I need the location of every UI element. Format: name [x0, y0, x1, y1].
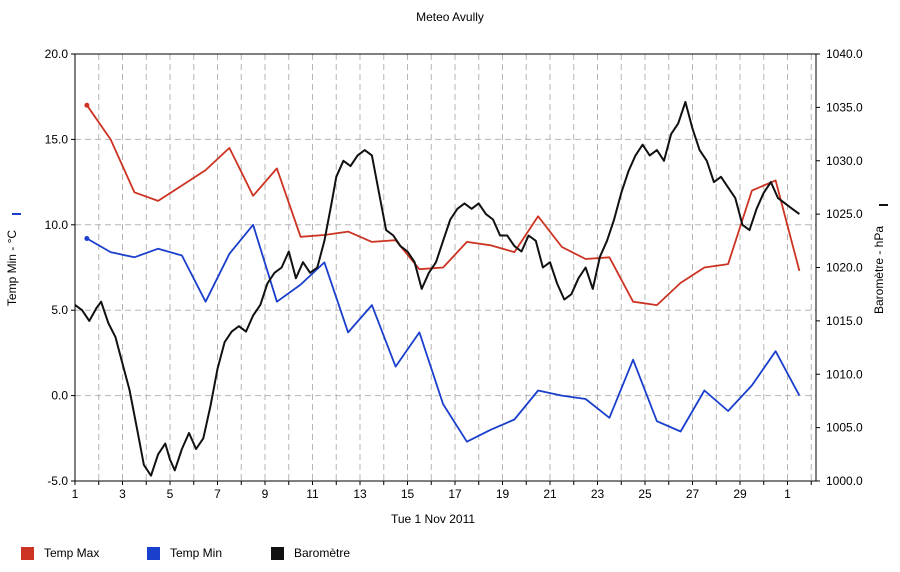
y-left-tick-label: 0.0	[51, 389, 68, 403]
y-right-axis-title: Baromètre - hPa	[872, 226, 886, 314]
x-axis-title: Tue 1 Nov 2011	[391, 512, 475, 526]
x-tick-label: 13	[353, 487, 367, 501]
y-right-tick-label: 1040.0	[826, 47, 863, 61]
y-left-tick-label: 5.0	[51, 303, 68, 317]
y-right-tick-label: 1025.0	[826, 207, 863, 221]
axes: -5.0 0.0 5.0 10.0 15.0 20.0 1000.0 1005.0 1010.0…	[45, 47, 863, 501]
x-tick-label: 5	[167, 487, 174, 501]
y-left-axis-title: Temp Min - °C	[5, 230, 19, 306]
y-right-tick-label: 1030.0	[826, 154, 863, 168]
x-tick-label: 3	[119, 487, 126, 501]
y-right-tick-label: 1020.0	[826, 261, 863, 275]
x-tick-label: 11	[306, 487, 319, 501]
y-right-tick-label: 1000.0	[826, 474, 863, 488]
x-tick-label: 19	[496, 487, 510, 501]
series-start-point-temp-max	[84, 102, 90, 108]
y-right-tick-label: 1015.0	[826, 314, 863, 328]
y-left-tick-label: 15.0	[45, 132, 69, 146]
x-tick-label: 7	[214, 487, 221, 501]
legend-label-temp-max: Temp Max	[44, 546, 100, 560]
legend-item-temp-min: Temp Min	[147, 544, 222, 562]
legend-swatch-temp-max	[21, 546, 34, 560]
y-right-tick-label: 1005.0	[826, 421, 863, 435]
x-tick-label: 9	[262, 487, 269, 501]
y-right-tick-label: 1035.0	[826, 100, 863, 114]
x-tick-label: 21	[543, 487, 557, 501]
x-tick-label: 17	[448, 487, 462, 501]
legend-item-temp-max: Temp Max	[21, 544, 99, 562]
x-tick-label: 1	[72, 487, 79, 501]
x-tick-label: 29	[733, 487, 747, 501]
y-left-tick-label: -5.0	[47, 474, 68, 488]
series-line-temp-min	[86, 223, 801, 443]
series-line-barom-tre	[74, 101, 800, 477]
y-left-tick-label: 20.0	[45, 47, 69, 61]
x-tick-label: 25	[638, 487, 652, 501]
x-tick-label: 15	[401, 487, 415, 501]
legend: Temp Max Temp Min Baromètre	[0, 544, 900, 564]
y-left-tick-label: 10.0	[45, 218, 69, 232]
legend-swatch-barometre	[271, 546, 284, 560]
legend-label-barometre: Baromètre	[294, 546, 351, 560]
legend-label-temp-min: Temp Min	[170, 546, 223, 560]
series-line-temp-max	[86, 104, 801, 307]
legend-swatch-temp-min	[147, 546, 160, 560]
x-tick-label: 1	[784, 487, 791, 501]
x-tick-label: 27	[686, 487, 700, 501]
y-right-tick-label: 1010.0	[826, 367, 863, 381]
series-start-point-temp-min	[84, 235, 90, 241]
chart-title: Meteo Avully	[416, 10, 484, 24]
series-layer	[74, 101, 801, 477]
x-tick-label: 23	[591, 487, 605, 501]
legend-item-barometre: Baromètre	[271, 544, 350, 562]
